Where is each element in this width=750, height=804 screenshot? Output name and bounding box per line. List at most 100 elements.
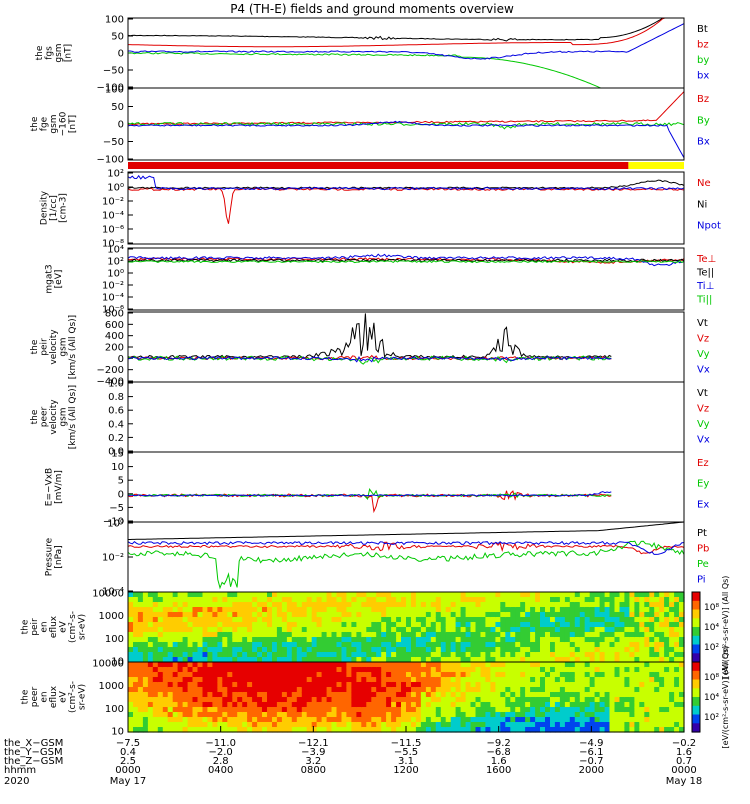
heatmap-cell bbox=[316, 677, 323, 683]
heatmap-cell bbox=[440, 727, 447, 733]
heatmap-cell bbox=[480, 677, 487, 683]
heatmap-cell bbox=[401, 692, 407, 698]
heatmap-cell bbox=[336, 692, 343, 698]
heatmap-cell bbox=[286, 712, 293, 718]
heatmap-cell bbox=[619, 647, 626, 653]
heatmap-cell bbox=[440, 717, 447, 723]
heatmap-cell bbox=[133, 632, 139, 638]
heatmap-cell bbox=[440, 592, 447, 598]
heatmap-cell bbox=[445, 627, 452, 633]
heatmap-cell bbox=[475, 617, 482, 623]
heatmap-cell bbox=[594, 632, 601, 638]
heatmap-cell bbox=[212, 692, 218, 698]
heatmap-cell bbox=[381, 687, 387, 693]
heatmap-cell bbox=[133, 592, 139, 598]
heatmap-cell bbox=[455, 702, 462, 708]
heatmap-cell bbox=[619, 717, 626, 723]
heatmap-cell bbox=[609, 642, 616, 648]
heatmap-cell bbox=[351, 682, 357, 688]
heatmap-cell bbox=[152, 712, 159, 718]
heatmap-cell bbox=[659, 597, 665, 603]
heatmap-cell bbox=[445, 597, 452, 603]
heatmap-cell bbox=[366, 652, 372, 658]
heatmap-cell bbox=[133, 672, 139, 678]
heatmap-cell bbox=[356, 692, 362, 698]
heatmap-cell bbox=[639, 637, 645, 643]
heatmap-cell bbox=[401, 612, 407, 618]
heatmap-cell bbox=[629, 632, 635, 638]
heatmap-cell bbox=[470, 612, 477, 618]
heatmap-cell bbox=[679, 632, 685, 638]
heatmap-cell bbox=[182, 682, 189, 688]
heatmap-cell bbox=[197, 612, 204, 618]
heatmap-cell bbox=[247, 652, 253, 658]
heatmap-cell bbox=[574, 717, 581, 723]
heatmap-cell bbox=[679, 612, 685, 618]
colorbar-segment bbox=[692, 714, 700, 724]
heatmap-cell bbox=[669, 672, 675, 678]
heatmap-cell bbox=[634, 637, 640, 643]
heatmap-cell bbox=[505, 692, 511, 698]
heatmap-cell bbox=[654, 647, 660, 653]
heatmap-cell bbox=[202, 627, 209, 633]
heatmap-cell bbox=[510, 682, 516, 688]
heatmap-cell bbox=[540, 722, 546, 728]
heatmap-cell bbox=[217, 672, 223, 678]
heatmap-cell bbox=[361, 647, 367, 653]
heatmap-cell bbox=[212, 642, 218, 648]
heatmap-cell bbox=[629, 622, 635, 628]
heatmap-cell bbox=[505, 597, 511, 603]
heatmap-cell bbox=[649, 717, 655, 723]
heatmap-cell bbox=[247, 657, 253, 663]
heatmap-cell bbox=[321, 637, 328, 643]
heatmap-cell bbox=[301, 652, 308, 658]
heatmap-cell bbox=[480, 722, 487, 728]
heatmap-cell bbox=[450, 622, 457, 628]
legend-Bt: Bt bbox=[697, 24, 708, 35]
heatmap-cell bbox=[559, 672, 566, 678]
ytick-label: 10² bbox=[107, 169, 124, 180]
heatmap-cell bbox=[267, 652, 273, 658]
heatmap-cell bbox=[649, 727, 655, 733]
heatmap-cell bbox=[366, 592, 372, 598]
heatmap-cell bbox=[550, 722, 556, 728]
heatmap-cell bbox=[649, 692, 655, 698]
heatmap-cell bbox=[386, 647, 392, 653]
heatmap-cell bbox=[291, 692, 298, 698]
heatmap-cell bbox=[564, 692, 571, 698]
heatmap-cell bbox=[495, 617, 501, 623]
heatmap-cell bbox=[644, 707, 650, 713]
heatmap-cell bbox=[281, 602, 288, 608]
heatmap-cell bbox=[336, 707, 343, 713]
heatmap-cell bbox=[411, 647, 417, 653]
heatmap-cell bbox=[356, 632, 362, 638]
heatmap-cell bbox=[197, 672, 204, 678]
heatmap-cell bbox=[406, 647, 412, 653]
heatmap-cell bbox=[485, 717, 491, 723]
series-Pi bbox=[127, 540, 685, 555]
heatmap-cell bbox=[197, 677, 204, 683]
heatmap-cell bbox=[321, 697, 328, 703]
heatmap-cell bbox=[207, 682, 213, 688]
heatmap-cell bbox=[599, 612, 606, 618]
heatmap-cell bbox=[430, 702, 437, 708]
heatmap-cell bbox=[267, 592, 273, 598]
x-axis-labels: the_X−GSM −7.5 −11.0 −12.1 −11.5 −9.2 −4.9 −0.2… bbox=[4, 726, 702, 787]
heatmap-cell bbox=[237, 682, 243, 688]
ylabel-line: fgs bbox=[44, 46, 54, 60]
heatmap-cell bbox=[435, 717, 442, 723]
heatmap-cell bbox=[550, 632, 556, 638]
heatmap-cell bbox=[584, 712, 591, 718]
heatmap-cell bbox=[291, 612, 298, 618]
heatmap-cell bbox=[485, 692, 491, 698]
heatmap-cell bbox=[415, 712, 422, 718]
heatmap-cell bbox=[237, 602, 243, 608]
xaxis-value: 0000 bbox=[671, 765, 696, 776]
heatmap-cell bbox=[619, 702, 626, 708]
heatmap-cell bbox=[510, 627, 516, 633]
heatmap-cell bbox=[316, 712, 323, 718]
heatmap-cell bbox=[550, 712, 556, 718]
heatmap-cell bbox=[371, 622, 377, 628]
xaxis-value: −12.1 bbox=[298, 738, 329, 749]
heatmap-cell bbox=[157, 662, 164, 668]
